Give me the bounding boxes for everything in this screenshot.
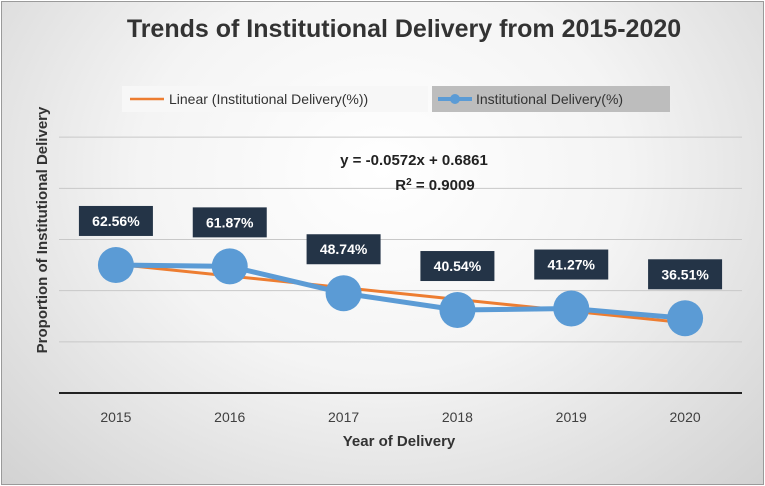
data-label-box [420,251,495,282]
chart-title: Trends of Institutional Delivery from 20… [127,15,681,43]
data-point [211,248,248,285]
data-label-text: 41.27% [548,257,596,273]
series-layer [97,246,704,337]
data-label: 41.27% [534,249,609,280]
x-tick-label: 2020 [670,409,701,425]
data-label: 40.54% [420,251,495,282]
data-label-text: 62.56% [92,213,140,229]
x-axis-ticks: 2015 2016 2017 2018 2019 2020 [100,409,701,425]
trendline-equation: y = -0.0572x + 0.6861 R2 = 0.9009 [340,152,488,194]
legend-series-marker [450,94,460,104]
x-tick-label: 2017 [328,409,359,425]
data-point [553,290,590,327]
data-label: 48.74% [306,234,381,265]
trendline-r-squared: R2 = 0.9009 [395,177,474,195]
x-axis-title: Year of Delivery [343,433,456,450]
data-label: 62.56% [78,205,153,236]
trendline-equation-text: y = -0.0572x + 0.6861 [340,152,488,169]
trendline-layer [115,262,686,325]
data-point [439,292,476,329]
x-tick-label: 2018 [442,409,473,425]
data-point [667,300,704,337]
data-point [97,246,134,283]
gridlines [59,136,742,394]
data-label-box [648,259,723,290]
data-label-box [192,207,267,238]
data-label-box [78,205,153,236]
data-label-text: 40.54% [434,258,482,274]
legend: Linear (Institutional Delivery(%)) Insti… [122,86,670,112]
trendline [115,262,686,325]
legend-series-label: Institutional Delivery(%) [476,91,623,107]
legend-trend-label: Linear (Institutional Delivery(%)) [169,91,368,107]
data-label-text: 36.51% [661,266,709,282]
x-tick-label: 2019 [556,409,587,425]
data-label: 36.51% [648,259,723,290]
data-point [325,275,362,312]
series-line [115,262,686,321]
data-label: 61.87% [192,207,267,238]
legend-trend-bg [122,86,428,112]
data-label-box [306,234,381,265]
x-tick-label: 2015 [100,409,131,425]
x-tick-label: 2016 [214,409,245,425]
data-label-text: 48.74% [320,241,368,257]
data-label-text: 61.87% [206,214,254,230]
data-labels-layer: 62.56% 61.87% 48.74% 40.54% 41.27% 36.51% [78,205,723,290]
data-label-box [534,249,609,280]
y-axis-title: Proportion of Institutional Delivery [34,106,51,353]
